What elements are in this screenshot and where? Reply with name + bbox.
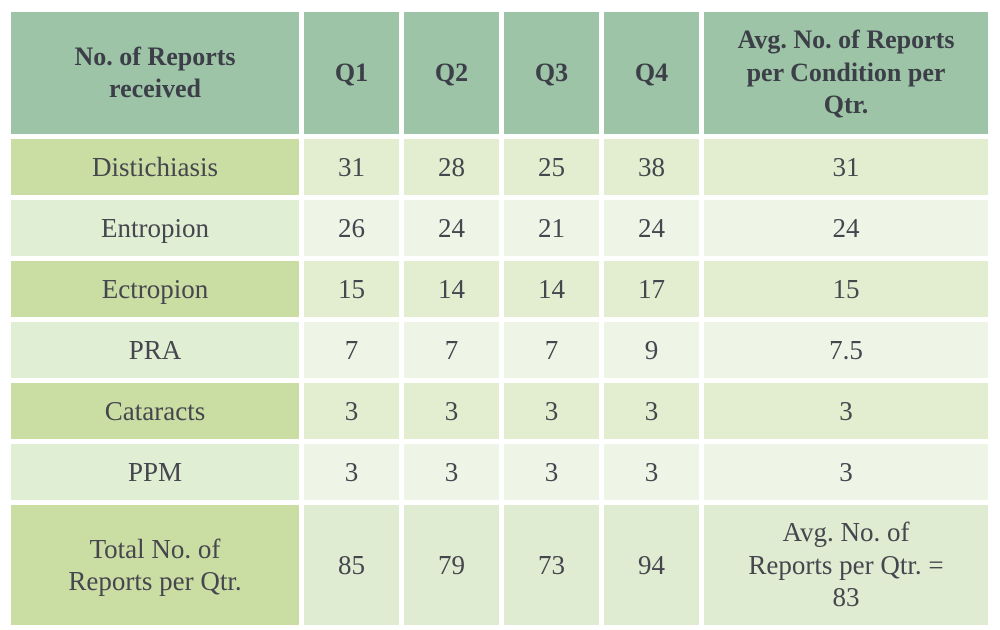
condition-cell: Ectropion [11,261,299,317]
condition-cell: PRA [11,322,299,378]
total-avg-text: Avg. No. of Reports per Qtr. = 83 [748,517,944,613]
total-q3-cell: 73 [504,505,599,625]
table-row-ectropion: Ectropion 15 14 14 17 15 [11,261,988,317]
header-cell-q1: Q1 [304,12,399,134]
q1-value-cell: 26 [304,200,399,256]
table-row-pra: PRA 7 7 7 9 7.5 [11,322,988,378]
header-cell-avg: Avg. No. of Reports per Condition per Qt… [704,12,988,134]
q3-value-cell: 14 [504,261,599,317]
total-row: Total No. of Reports per Qtr. 85 79 73 9… [11,505,988,625]
q3-value-cell: 3 [504,444,599,500]
total-q1-cell: 85 [304,505,399,625]
avg-value-cell: 7.5 [704,322,988,378]
q3-value-cell: 25 [504,139,599,195]
q4-value-cell: 17 [604,261,699,317]
condition-cell: PPM [11,444,299,500]
header-avg-text: Avg. No. of Reports per Condition per Qt… [737,25,955,120]
table-row-ppm: PPM 3 3 3 3 3 [11,444,988,500]
total-q4-cell: 94 [604,505,699,625]
header-cell-reports-received: No. of Reports received [11,12,299,134]
total-q2-cell: 79 [404,505,499,625]
header-cell-q2: Q2 [404,12,499,134]
q2-value-cell: 14 [404,261,499,317]
table-row-distichiasis: Distichiasis 31 28 25 38 31 [11,139,988,195]
q2-value-cell: 3 [404,444,499,500]
q3-value-cell: 21 [504,200,599,256]
condition-cell: Cataracts [11,383,299,439]
condition-cell: Entropion [11,200,299,256]
avg-value-cell: 31 [704,139,988,195]
avg-value-cell: 15 [704,261,988,317]
total-avg-cell: Avg. No. of Reports per Qtr. = 83 [704,505,988,625]
q4-value-cell: 9 [604,322,699,378]
q3-value-cell: 7 [504,322,599,378]
q1-value-cell: 7 [304,322,399,378]
q2-value-cell: 24 [404,200,499,256]
total-label-cell: Total No. of Reports per Qtr. [11,505,299,625]
q4-value-cell: 24 [604,200,699,256]
q1-value-cell: 15 [304,261,399,317]
condition-cell: Distichiasis [11,139,299,195]
table-row-cataracts: Cataracts 3 3 3 3 3 [11,383,988,439]
avg-value-cell: 3 [704,383,988,439]
q2-value-cell: 28 [404,139,499,195]
q2-value-cell: 7 [404,322,499,378]
q4-value-cell: 38 [604,139,699,195]
q4-value-cell: 3 [604,444,699,500]
q1-value-cell: 3 [304,383,399,439]
q4-value-cell: 3 [604,383,699,439]
header-row: No. of Reports received Q1 Q2 Q3 Q4 Avg.… [11,12,988,134]
q3-value-cell: 3 [504,383,599,439]
q1-value-cell: 31 [304,139,399,195]
avg-value-cell: 3 [704,444,988,500]
header-cell-q3: Q3 [504,12,599,134]
header-cell-q4: Q4 [604,12,699,134]
reports-per-condition-table: No. of Reports received Q1 Q2 Q3 Q4 Avg.… [6,7,993,630]
header-label-text: No. of Reports received [74,41,236,104]
avg-value-cell: 24 [704,200,988,256]
q1-value-cell: 3 [304,444,399,500]
q2-value-cell: 3 [404,383,499,439]
total-label-text: Total No. of Reports per Qtr. [68,533,242,596]
table-row-entropion: Entropion 26 24 21 24 24 [11,200,988,256]
